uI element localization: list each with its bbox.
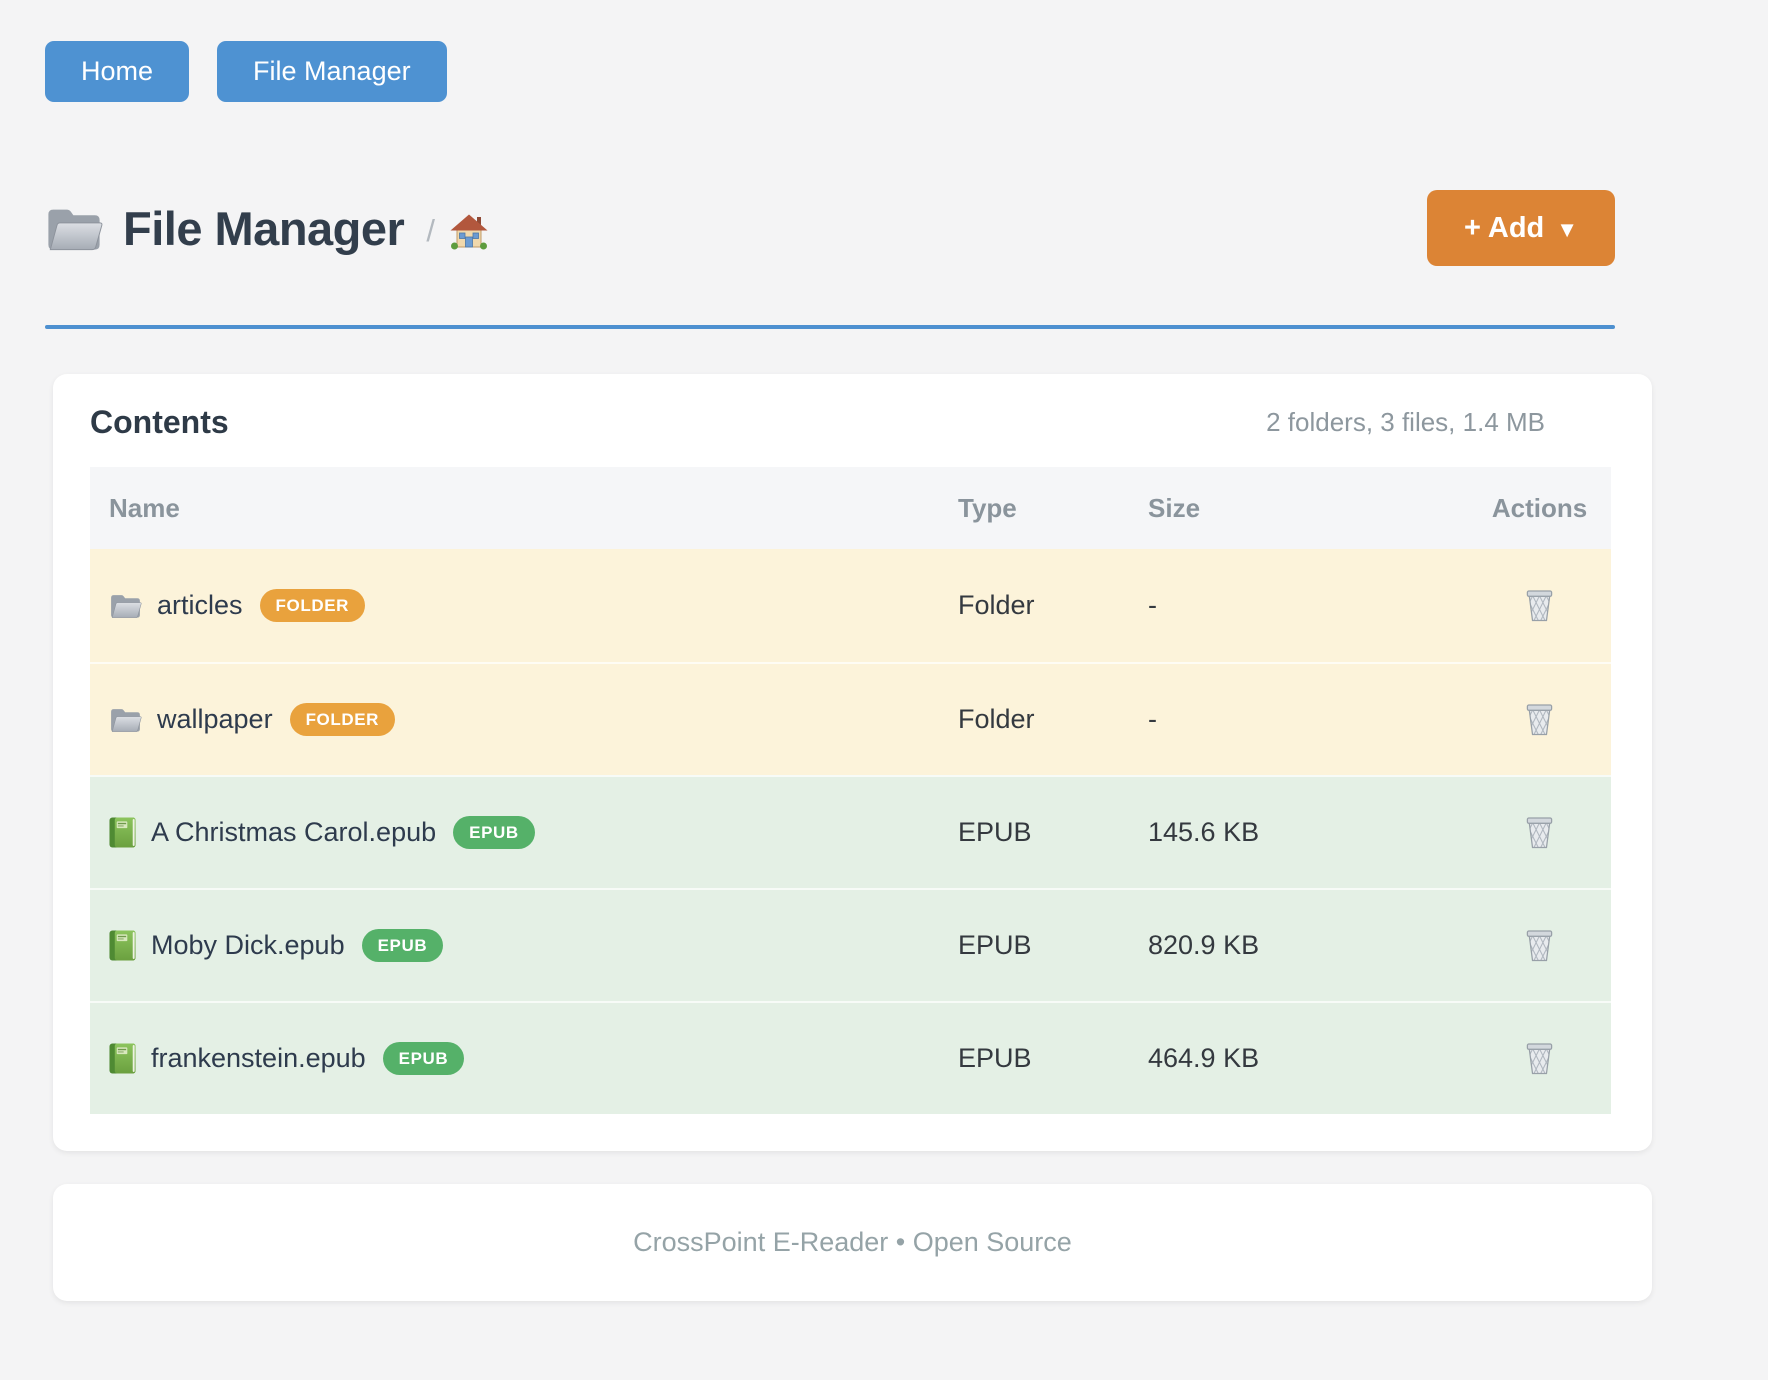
column-header-size: Size [1148, 492, 1201, 523]
name-cell: A Christmas Carol.epub EPUB [90, 816, 958, 849]
name-cell: frankenstein.epub EPUB [90, 1042, 958, 1075]
actions-cell [1468, 586, 1611, 626]
file-name: frankenstein.epub [151, 1043, 366, 1073]
size-cell: 820.9 KB [1148, 930, 1260, 960]
nav-home-button[interactable]: Home [45, 41, 190, 102]
table-header-row: Name Type Size Actions [90, 467, 1611, 549]
file-table: Name Type Size Actions articles FOLDER F… [90, 467, 1611, 1114]
actions-cell [1468, 813, 1611, 853]
contents-card-header: Contents 2 folders, 3 files, 1.4 MB [90, 404, 1611, 441]
delete-button[interactable] [1518, 1039, 1561, 1078]
add-button-label: + Add [1463, 211, 1545, 244]
trash-icon [1524, 588, 1555, 623]
actions-cell [1468, 700, 1611, 740]
size-cell: - [1148, 590, 1157, 620]
file-name: articles [157, 590, 243, 620]
delete-button[interactable] [1518, 926, 1561, 965]
column-header-type: Type [958, 492, 1017, 523]
type-cell: EPUB [958, 1043, 1032, 1073]
table-row-wallpaper[interactable]: wallpaper FOLDER Folder - [90, 662, 1611, 775]
folder-icon [109, 706, 142, 733]
actions-cell [1468, 1039, 1611, 1079]
name-cell: articles FOLDER [90, 589, 958, 622]
name-cell: wallpaper FOLDER [90, 703, 958, 736]
contents-heading: Contents [90, 404, 229, 440]
type-cell: Folder [958, 590, 1035, 620]
page-title: File Manager [123, 201, 405, 255]
trash-icon [1524, 1041, 1555, 1076]
table-row-moby-dick[interactable]: Moby Dick.epub EPUB EPUB 820.9 KB [90, 888, 1611, 1001]
add-button[interactable]: + Add ▼ [1427, 190, 1615, 266]
page-header: File Manager / + Add ▼ [45, 190, 1615, 266]
delete-button[interactable] [1518, 586, 1561, 625]
name-cell: Moby Dick.epub EPUB [90, 929, 958, 962]
top-nav: Home File Manager [45, 0, 1768, 102]
green-book-icon [109, 1043, 136, 1074]
table-row-frankenstein[interactable]: frankenstein.epub EPUB EPUB 464.9 KB [90, 1001, 1611, 1114]
file-name: Moby Dick.epub [151, 930, 345, 960]
size-cell: 145.6 KB [1148, 817, 1260, 847]
trash-icon [1524, 928, 1555, 963]
column-header-name: Name [109, 492, 180, 523]
footer-text: CrossPoint E-Reader • Open Source [633, 1227, 1072, 1257]
header-divider [45, 325, 1615, 329]
title-group: File Manager / [45, 201, 489, 256]
file-name: A Christmas Carol.epub [151, 817, 437, 847]
epub-badge: EPUB [382, 1042, 465, 1075]
chevron-down-icon: ▼ [1556, 216, 1579, 242]
column-header-actions: Actions [1491, 492, 1588, 523]
type-cell: EPUB [958, 817, 1032, 847]
file-name: wallpaper [157, 704, 273, 734]
green-book-icon [109, 817, 136, 848]
actions-cell [1468, 926, 1611, 966]
type-cell: EPUB [958, 930, 1032, 960]
trash-icon [1524, 815, 1555, 850]
home-icon[interactable] [449, 212, 489, 250]
type-cell: Folder [958, 704, 1035, 734]
folder-icon [109, 592, 142, 619]
folder-icon [45, 204, 103, 252]
breadcrumb-separator: / [426, 213, 435, 248]
table-row-articles[interactable]: articles FOLDER Folder - [90, 549, 1611, 662]
table-row-christmas-carol[interactable]: A Christmas Carol.epub EPUB EPUB 145.6 K… [90, 775, 1611, 888]
folder-badge: FOLDER [289, 703, 396, 736]
contents-summary: 2 folders, 3 files, 1.4 MB [1266, 407, 1545, 437]
folder-badge: FOLDER [259, 589, 366, 622]
epub-badge: EPUB [361, 929, 444, 962]
contents-card: Contents 2 folders, 3 files, 1.4 MB Name… [53, 374, 1652, 1151]
size-cell: - [1148, 704, 1157, 734]
footer: CrossPoint E-Reader • Open Source [53, 1184, 1652, 1301]
trash-icon [1524, 702, 1555, 737]
size-cell: 464.9 KB [1148, 1043, 1260, 1073]
delete-button[interactable] [1518, 700, 1561, 739]
epub-badge: EPUB [453, 816, 535, 849]
green-book-icon [109, 930, 136, 961]
nav-file-manager-button[interactable]: File Manager [217, 41, 447, 102]
delete-button[interactable] [1518, 813, 1561, 852]
